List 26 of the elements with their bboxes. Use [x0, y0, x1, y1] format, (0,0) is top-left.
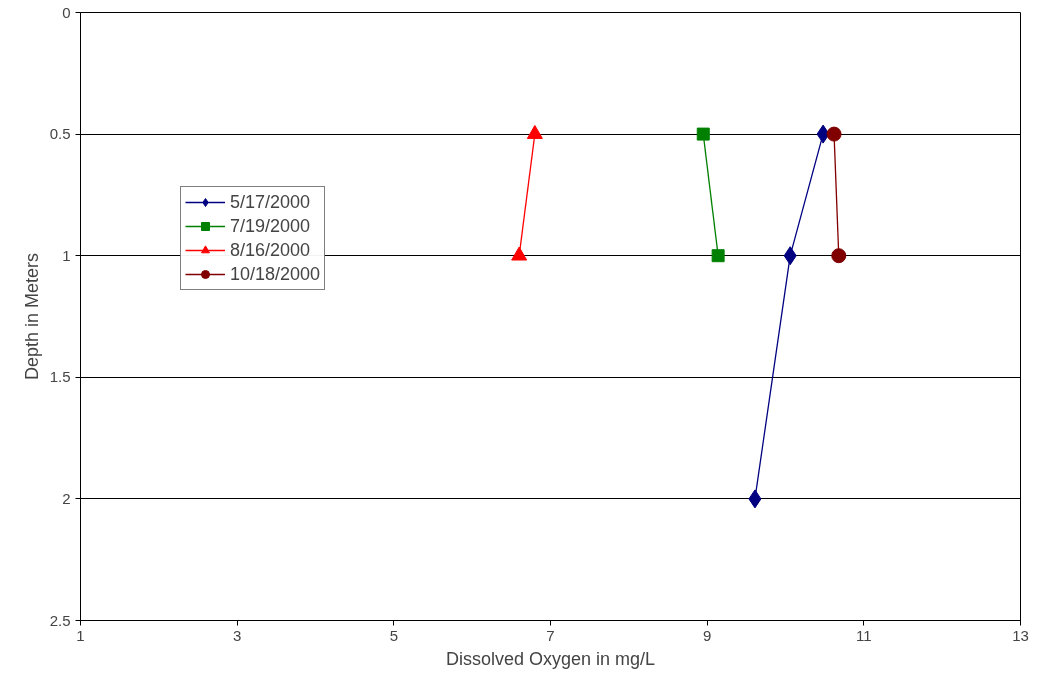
x-tick-label: 3 [233, 626, 242, 644]
point [711, 249, 725, 263]
point [748, 489, 762, 509]
legend-label: 7/19/2000 [230, 215, 311, 237]
x-tick-label: 5 [389, 626, 399, 644]
point [826, 126, 842, 142]
y-tick-label: 0.5 [49, 125, 71, 143]
legend-label: 10/18/2000 [230, 263, 321, 285]
point [696, 127, 710, 141]
x-tick-label: 13 [1012, 626, 1029, 644]
legend-label: 5/17/2000 [230, 191, 311, 213]
y-tick-label: 0 [62, 3, 71, 21]
point [831, 248, 847, 264]
x-tick-label: 1 [76, 626, 85, 644]
x-tick-label: 11 [856, 626, 872, 644]
point [783, 246, 797, 266]
point [816, 124, 830, 144]
y-tick-label: 2.5 [49, 611, 71, 629]
y-tick-label: 2 [62, 489, 71, 507]
x-axis-title: Dissolved Oxygen in mg/L [445, 648, 656, 669]
y-tick-label: 1 [62, 246, 71, 264]
x-tick-label: 9 [703, 626, 712, 644]
legend-label: 8/16/2000 [230, 239, 311, 261]
y-axis-title: Depth in Meters [21, 252, 42, 381]
y-tick-label: 1.5 [49, 368, 71, 386]
x-tick-label: 7 [546, 626, 555, 644]
